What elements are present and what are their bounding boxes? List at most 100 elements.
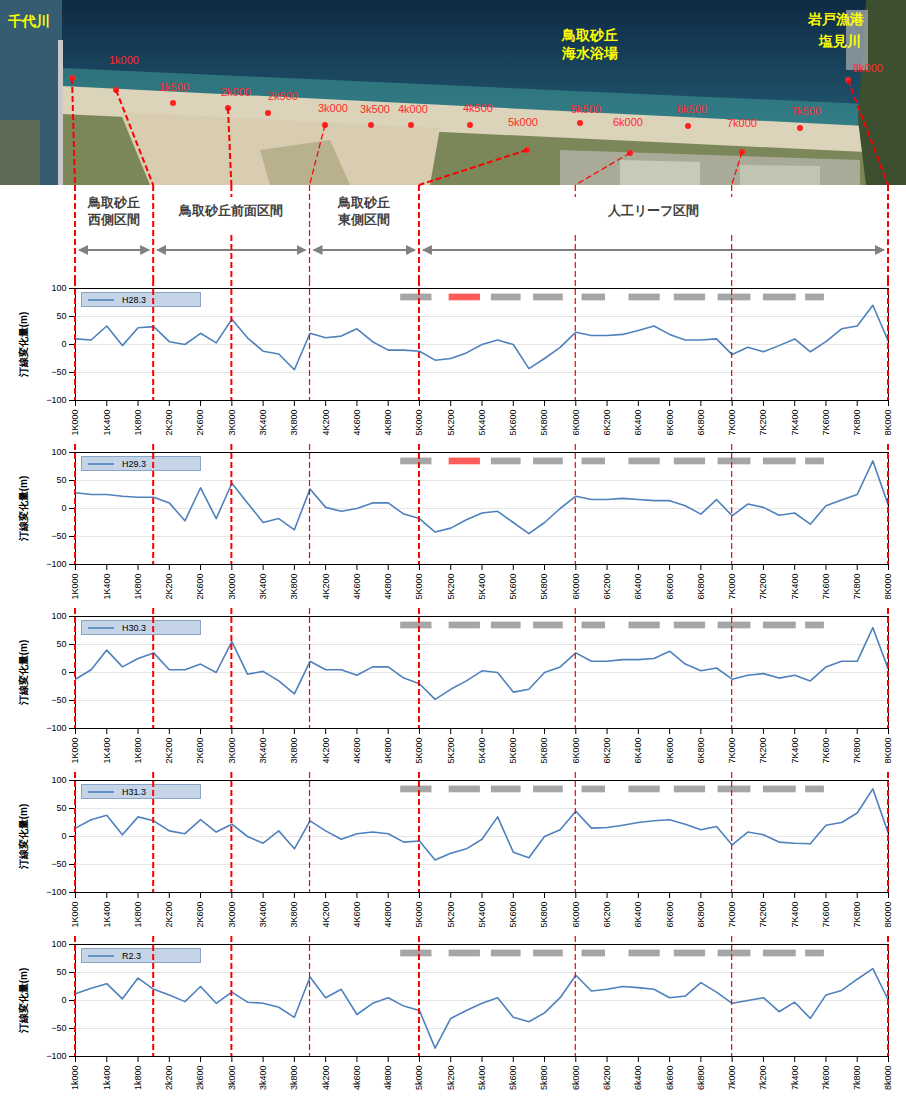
svg-text:6K000: 6K000 bbox=[571, 574, 581, 600]
svg-text:1K800: 1K800 bbox=[133, 410, 143, 436]
svg-text:6K600: 6K600 bbox=[664, 410, 674, 436]
svg-text:1k000: 1k000 bbox=[109, 54, 139, 66]
svg-text:7K000: 7K000 bbox=[727, 574, 737, 600]
svg-text:4K600: 4K600 bbox=[352, 738, 362, 764]
svg-text:6K800: 6K800 bbox=[696, 410, 706, 436]
svg-text:鳥取砂丘: 鳥取砂丘 bbox=[337, 195, 390, 210]
svg-text:0: 0 bbox=[61, 667, 66, 677]
svg-text:3K800: 3K800 bbox=[289, 574, 299, 600]
svg-text:5K200: 5K200 bbox=[446, 574, 456, 600]
svg-text:1K800: 1K800 bbox=[133, 574, 143, 600]
svg-text:2K200: 2K200 bbox=[164, 574, 174, 600]
svg-text:岩戸漁港: 岩戸漁港 bbox=[807, 11, 865, 27]
svg-text:−100: −100 bbox=[46, 1051, 66, 1061]
svg-text:7k000: 7k000 bbox=[727, 1066, 737, 1091]
svg-text:1K000: 1K000 bbox=[70, 902, 80, 928]
svg-text:8K000: 8K000 bbox=[883, 902, 893, 928]
svg-text:−100: −100 bbox=[46, 723, 66, 733]
svg-text:7k400: 7k400 bbox=[790, 1066, 800, 1091]
svg-text:6k600: 6k600 bbox=[664, 1066, 674, 1091]
svg-text:4k600: 4k600 bbox=[352, 1066, 362, 1091]
svg-text:5K600: 5K600 bbox=[508, 738, 518, 764]
svg-text:7K400: 7K400 bbox=[790, 410, 800, 436]
svg-text:8K000: 8K000 bbox=[883, 410, 893, 436]
svg-text:−50: −50 bbox=[51, 1023, 66, 1033]
svg-text:5K000: 5K000 bbox=[414, 410, 424, 436]
svg-text:4K600: 4K600 bbox=[352, 574, 362, 600]
svg-text:千代川: 千代川 bbox=[7, 13, 50, 29]
svg-text:4K200: 4K200 bbox=[321, 738, 331, 764]
svg-text:汀線変化量(m): 汀線変化量(m) bbox=[18, 804, 29, 871]
svg-text:1K400: 1K400 bbox=[102, 410, 112, 436]
svg-text:7K800: 7K800 bbox=[852, 902, 862, 928]
svg-text:汀線変化量(m): 汀線変化量(m) bbox=[18, 312, 29, 379]
svg-text:3K000: 3K000 bbox=[227, 410, 237, 436]
svg-text:7K400: 7K400 bbox=[790, 902, 800, 928]
svg-text:5K800: 5K800 bbox=[539, 738, 549, 764]
svg-text:6K400: 6K400 bbox=[633, 574, 643, 600]
svg-text:−50: −50 bbox=[51, 531, 66, 541]
svg-text:6k800: 6k800 bbox=[696, 1066, 706, 1091]
svg-text:0: 0 bbox=[61, 831, 66, 841]
svg-text:7k600: 7k600 bbox=[821, 1066, 831, 1091]
svg-text:7K200: 7K200 bbox=[758, 410, 768, 436]
svg-text:5K800: 5K800 bbox=[539, 902, 549, 928]
svg-text:6K200: 6K200 bbox=[602, 902, 612, 928]
svg-text:−50: −50 bbox=[51, 695, 66, 705]
svg-text:6k500: 6k500 bbox=[677, 103, 707, 115]
svg-text:5k000: 5k000 bbox=[508, 116, 538, 128]
svg-text:4k000: 4k000 bbox=[398, 103, 428, 115]
svg-text:2K600: 2K600 bbox=[195, 902, 205, 928]
svg-text:6K800: 6K800 bbox=[696, 902, 706, 928]
svg-text:汀線変化量(m): 汀線変化量(m) bbox=[18, 968, 29, 1035]
svg-text:3K000: 3K000 bbox=[227, 574, 237, 600]
svg-text:7K600: 7K600 bbox=[821, 738, 831, 764]
svg-text:3k000: 3k000 bbox=[318, 102, 348, 114]
svg-text:塩見川: 塩見川 bbox=[818, 33, 861, 49]
svg-text:5K200: 5K200 bbox=[446, 902, 456, 928]
svg-text:1K400: 1K400 bbox=[102, 574, 112, 600]
svg-text:海水浴場: 海水浴場 bbox=[561, 45, 618, 61]
svg-text:3K400: 3K400 bbox=[258, 410, 268, 436]
svg-text:4k800: 4k800 bbox=[383, 1066, 393, 1091]
svg-text:西側区間: 西側区間 bbox=[87, 212, 140, 227]
svg-text:4K800: 4K800 bbox=[383, 410, 393, 436]
svg-text:6K000: 6K000 bbox=[571, 902, 581, 928]
svg-text:6K200: 6K200 bbox=[602, 574, 612, 600]
svg-text:2k000: 2k000 bbox=[221, 86, 251, 98]
svg-text:鳥取砂丘: 鳥取砂丘 bbox=[87, 195, 140, 210]
svg-text:100: 100 bbox=[51, 775, 66, 785]
svg-text:7K800: 7K800 bbox=[852, 410, 862, 436]
svg-text:−100: −100 bbox=[46, 395, 66, 405]
svg-text:東側区間: 東側区間 bbox=[337, 212, 390, 227]
svg-text:7K000: 7K000 bbox=[727, 410, 737, 436]
svg-text:7K200: 7K200 bbox=[758, 574, 768, 600]
svg-text:5K000: 5K000 bbox=[414, 738, 424, 764]
svg-text:4K600: 4K600 bbox=[352, 902, 362, 928]
svg-text:0: 0 bbox=[61, 995, 66, 1005]
svg-text:8k000: 8k000 bbox=[853, 62, 883, 74]
svg-text:2K200: 2K200 bbox=[164, 410, 174, 436]
svg-text:7K400: 7K400 bbox=[790, 738, 800, 764]
svg-text:1k000: 1k000 bbox=[70, 1066, 80, 1091]
svg-text:6K600: 6K600 bbox=[664, 902, 674, 928]
svg-text:1k500: 1k500 bbox=[159, 81, 189, 93]
svg-text:汀線変化量(m): 汀線変化量(m) bbox=[18, 476, 29, 543]
svg-text:5k000: 5k000 bbox=[414, 1066, 424, 1091]
svg-text:6K800: 6K800 bbox=[696, 574, 706, 600]
svg-text:−100: −100 bbox=[46, 887, 66, 897]
svg-text:0: 0 bbox=[61, 503, 66, 513]
svg-text:100: 100 bbox=[51, 283, 66, 293]
svg-text:5K600: 5K600 bbox=[508, 410, 518, 436]
svg-text:50: 50 bbox=[56, 311, 66, 321]
svg-text:3K800: 3K800 bbox=[289, 902, 299, 928]
svg-text:2k500: 2k500 bbox=[268, 90, 298, 102]
svg-text:1K000: 1K000 bbox=[70, 738, 80, 764]
svg-text:5K600: 5K600 bbox=[508, 574, 518, 600]
svg-text:6k000: 6k000 bbox=[571, 1066, 581, 1091]
svg-text:7K400: 7K400 bbox=[790, 574, 800, 600]
svg-text:3k000: 3k000 bbox=[227, 1066, 237, 1091]
svg-text:100: 100 bbox=[51, 447, 66, 457]
svg-text:6K200: 6K200 bbox=[602, 738, 612, 764]
svg-text:4K600: 4K600 bbox=[352, 410, 362, 436]
